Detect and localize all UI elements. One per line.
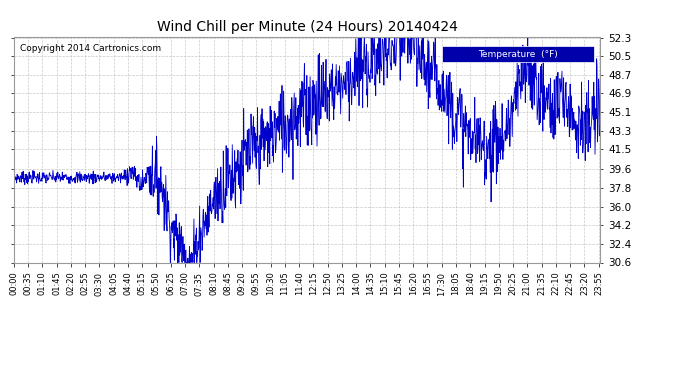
Title: Wind Chill per Minute (24 Hours) 20140424: Wind Chill per Minute (24 Hours) 2014042… — [157, 20, 457, 33]
FancyBboxPatch shape — [442, 46, 594, 62]
Text: Copyright 2014 Cartronics.com: Copyright 2014 Cartronics.com — [19, 44, 161, 53]
Text: Temperature  (°F): Temperature (°F) — [478, 50, 558, 59]
